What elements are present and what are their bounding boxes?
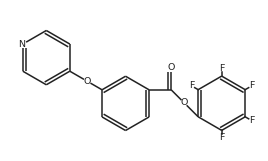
Text: F: F: [189, 81, 194, 90]
Text: F: F: [249, 81, 254, 90]
Text: O: O: [168, 63, 175, 72]
Text: F: F: [219, 133, 224, 142]
Text: O: O: [180, 98, 188, 107]
Text: F: F: [219, 64, 224, 73]
Text: O: O: [84, 77, 91, 86]
Text: N: N: [18, 40, 25, 49]
Text: F: F: [249, 116, 254, 125]
